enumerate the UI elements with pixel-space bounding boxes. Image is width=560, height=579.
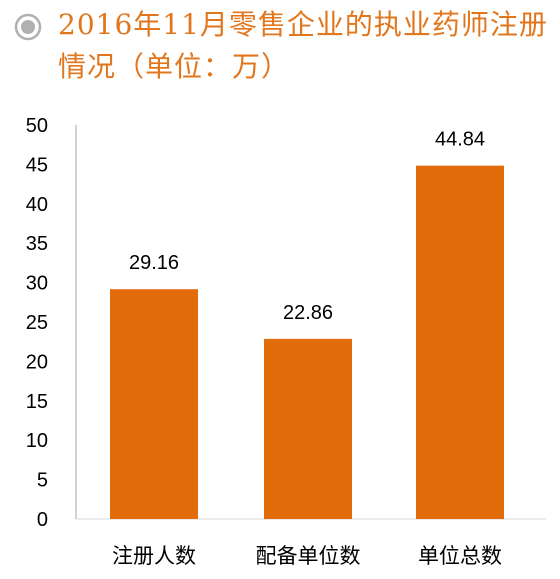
y-tick-label: 50 [26,115,48,137]
x-tick-label: 配备单位数 [256,544,361,568]
radio-circle-icon [14,13,42,41]
y-tick-label: 40 [26,194,48,216]
chart-title: 2016年11月零售企业的执业药师注册情况（单位：万） [58,8,548,83]
y-tick-label: 25 [26,312,48,334]
y-tick-label: 10 [26,430,48,452]
bar [264,338,352,519]
y-tick-label: 35 [26,233,48,255]
bar [110,289,198,519]
data-label: 44.84 [435,129,485,151]
y-tick-label: 15 [26,391,48,413]
data-label: 29.16 [129,252,179,274]
y-tick-label: 30 [26,273,48,295]
x-tick-label: 单位总数 [418,544,502,568]
x-tick-label: 注册人数 [112,544,196,568]
y-tick-label: 45 [26,154,48,176]
data-label: 22.86 [283,302,333,324]
y-tick-label: 20 [26,351,48,373]
y-tick-label: 5 [37,470,48,492]
y-tick-label: 0 [37,509,48,531]
bar [416,165,504,519]
